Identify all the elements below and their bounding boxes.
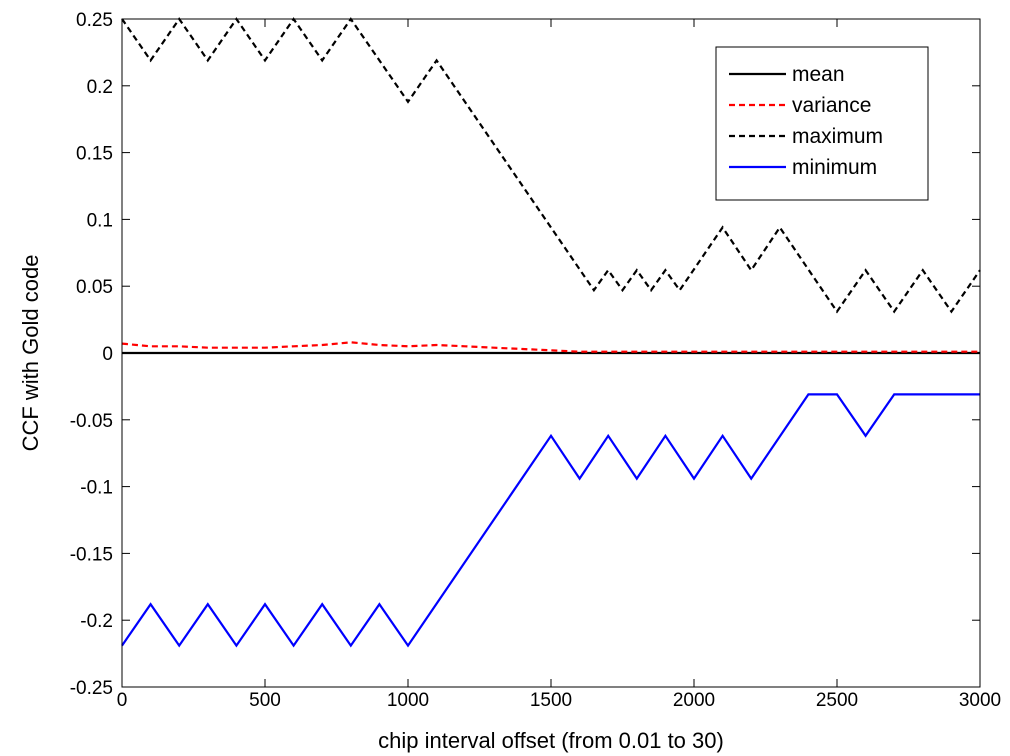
series-line-maximum xyxy=(121,17,981,314)
y-tick-label: -0.25 xyxy=(70,678,113,699)
y-tick-label: -0.1 xyxy=(80,478,113,499)
series-line-variance xyxy=(121,341,980,353)
y-tick-label: 0.25 xyxy=(76,10,113,31)
x-tick-label: 2000 xyxy=(673,690,715,711)
series-line-minimum xyxy=(121,393,980,648)
legend-box xyxy=(715,46,929,201)
plot-lines xyxy=(121,17,981,648)
x-tick-label: 1000 xyxy=(387,690,429,711)
legend-label-variance: variance xyxy=(792,94,871,117)
x-tick-label: 500 xyxy=(249,690,281,711)
x-tick-label: 2500 xyxy=(816,690,858,711)
y-tick-label: -0.05 xyxy=(70,411,113,432)
x-tick-label: 3000 xyxy=(959,690,1001,711)
x-tick-labels: 0 500 1000 1500 2000 2500 3000 xyxy=(117,690,1001,711)
legend: mean variance maximum minimum xyxy=(715,46,929,201)
legend-label-mean: mean xyxy=(792,63,845,86)
x-tick-label: 0 xyxy=(117,690,128,711)
legend-label-minimum: minimum xyxy=(792,156,877,179)
y-tick-label: 0.2 xyxy=(87,77,113,98)
y-tick-label: 0 xyxy=(102,344,113,365)
y-tick-labels: 0.25 0.2 0.15 0.1 0.05 0 -0.05 -0.1 -0.15 -0.2 -0.… xyxy=(70,10,113,699)
axes-box xyxy=(121,18,981,688)
y-tick-label: 0.05 xyxy=(76,277,113,298)
y-tick-label: -0.2 xyxy=(80,611,113,632)
x-tick-label: 1500 xyxy=(530,690,572,711)
y-axis-label: CCF with Gold code xyxy=(18,255,43,452)
legend-label-maximum: maximum xyxy=(792,125,883,148)
x-axis-label: chip interval offset (from 0.01 to 30) xyxy=(378,728,724,753)
y-tick-label: 0.1 xyxy=(87,210,113,231)
y-tick-label: -0.15 xyxy=(70,544,113,565)
y-tick-label: 0.15 xyxy=(76,144,113,165)
